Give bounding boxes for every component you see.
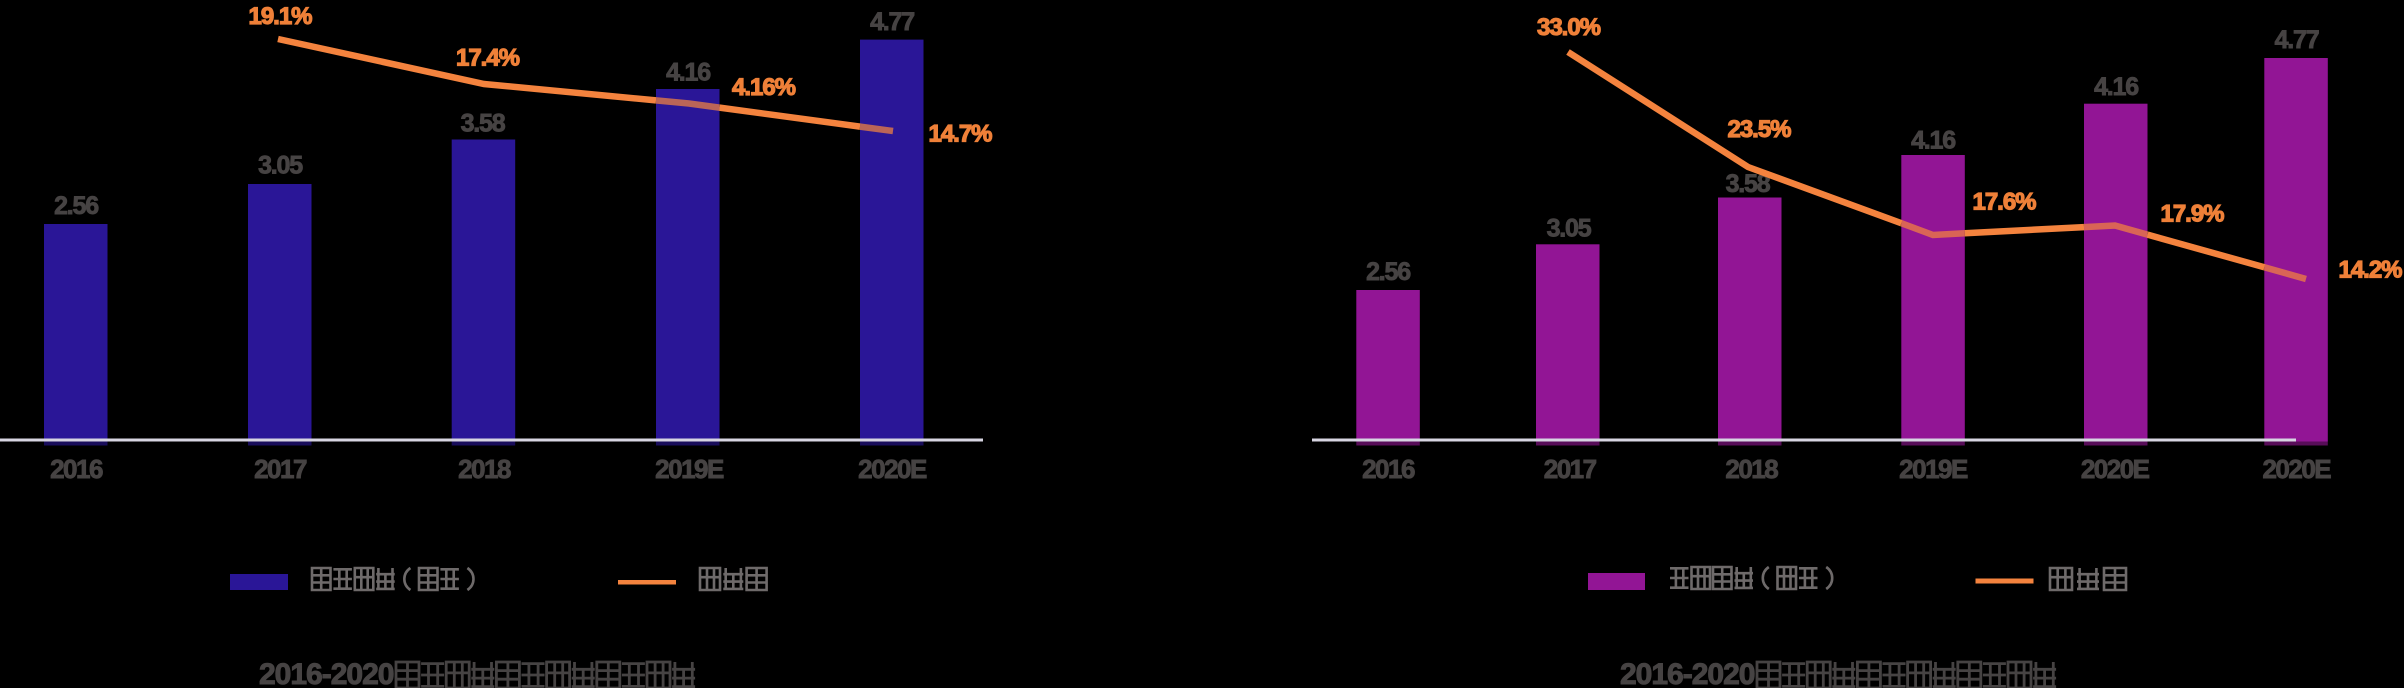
svg-text:2016: 2016: [1362, 454, 1415, 484]
svg-text:2016: 2016: [50, 454, 103, 484]
svg-text:2016-2020: 2016-2020: [259, 658, 394, 688]
svg-text:2.56: 2.56: [1366, 258, 1410, 286]
svg-text:17.6%: 17.6%: [1972, 189, 2036, 216]
svg-text:4.77: 4.77: [870, 8, 914, 36]
svg-text:3.05: 3.05: [1547, 215, 1592, 243]
svg-text:17.4%: 17.4%: [456, 45, 520, 72]
svg-text:2019E: 2019E: [1899, 454, 1968, 484]
svg-text:23.5%: 23.5%: [1727, 116, 1791, 143]
svg-text:2016-2020: 2016-2020: [1620, 658, 1755, 688]
svg-text:4.16: 4.16: [2094, 73, 2138, 101]
svg-text:14.2%: 14.2%: [2338, 257, 2402, 284]
svg-text:2020E: 2020E: [858, 454, 927, 484]
svg-text:2020E: 2020E: [2262, 454, 2331, 484]
svg-text:17.9%: 17.9%: [2160, 201, 2224, 228]
svg-text:4.16%: 4.16%: [732, 74, 796, 101]
svg-text:2.56: 2.56: [54, 192, 98, 220]
svg-text:19.1%: 19.1%: [248, 3, 312, 30]
svg-text:2017: 2017: [254, 454, 307, 484]
svg-text:3.58: 3.58: [461, 110, 506, 138]
svg-text:14.7%: 14.7%: [928, 121, 992, 148]
svg-text:2020E: 2020E: [2081, 454, 2150, 484]
svg-text:4.77: 4.77: [2275, 26, 2319, 54]
svg-text:2017: 2017: [1544, 454, 1597, 484]
svg-text:33.0%: 33.0%: [1537, 14, 1601, 41]
svg-text:2018: 2018: [458, 454, 511, 484]
svg-text:2018: 2018: [1725, 454, 1778, 484]
svg-text:3.05: 3.05: [258, 152, 303, 180]
svg-text:4.16: 4.16: [666, 59, 710, 87]
svg-text:2019E: 2019E: [655, 454, 724, 484]
svg-text:4.16: 4.16: [1911, 127, 1955, 155]
